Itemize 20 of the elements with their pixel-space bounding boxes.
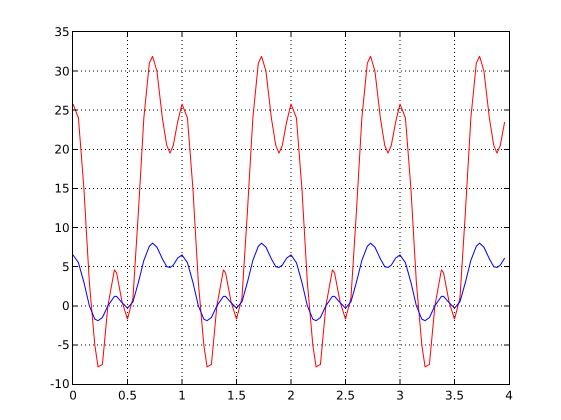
y-tick-label: 35 xyxy=(54,25,70,40)
y-tick-label: -10 xyxy=(50,377,70,392)
x-tick-label: 0.5 xyxy=(118,388,138,402)
y-tick-label: 30 xyxy=(54,64,70,78)
y-tick-label: -5 xyxy=(58,338,70,352)
y-tick-label: 5 xyxy=(62,260,70,274)
x-tick-label: 4 xyxy=(505,388,513,402)
x-tick-label: 2 xyxy=(287,388,295,402)
line-series xyxy=(73,242,506,322)
x-tick-label: 1.5 xyxy=(226,388,246,402)
x-tick-label: 3.5 xyxy=(444,388,464,402)
y-tick-label: 10 xyxy=(54,220,70,235)
line-series xyxy=(73,56,506,368)
x-tick-label: 1 xyxy=(178,388,186,402)
x-tick-label: 3 xyxy=(396,388,404,402)
y-tick-label: 15 xyxy=(54,182,70,196)
x-tick-label: 2.5 xyxy=(336,388,356,402)
y-tick-label: 20 xyxy=(54,142,70,157)
y-tick-label: 0 xyxy=(62,298,70,313)
y-tick-label: 25 xyxy=(54,103,70,118)
